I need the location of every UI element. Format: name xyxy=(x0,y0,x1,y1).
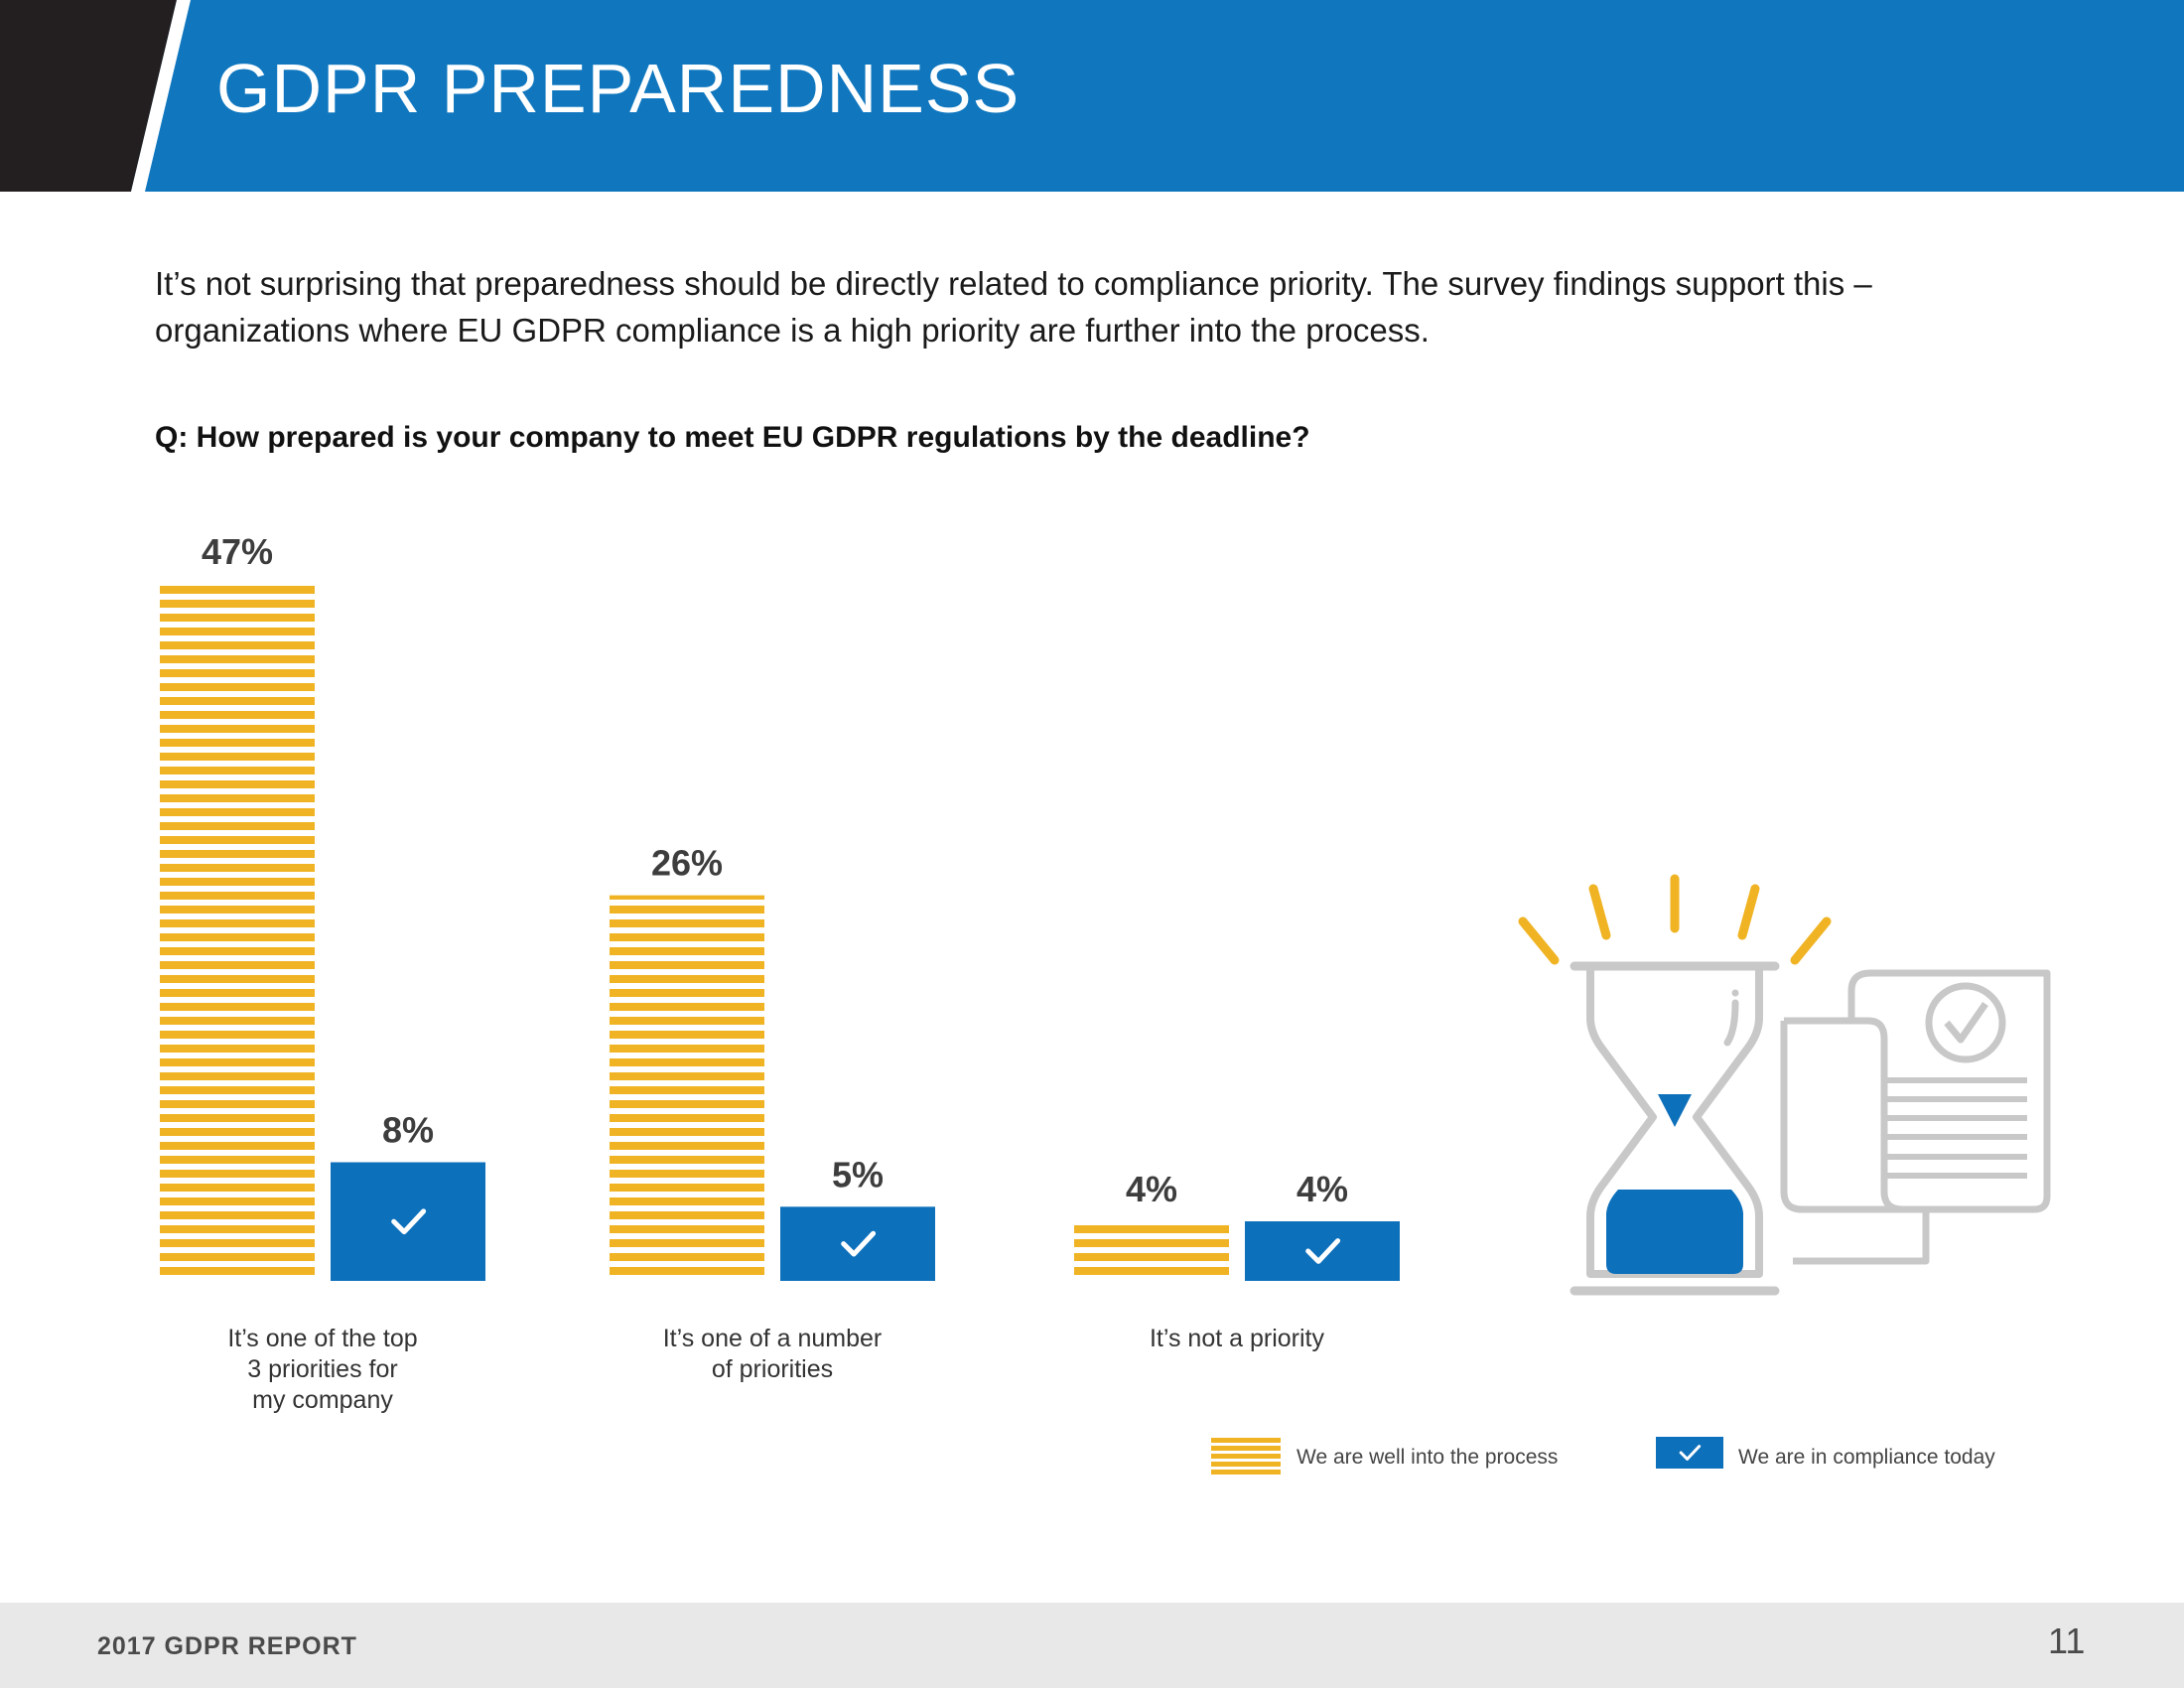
page-title: GDPR PREPAREDNESS xyxy=(216,50,1021,127)
legend-swatch-process xyxy=(1211,1470,1281,1475)
bar-process-1 xyxy=(160,584,315,1281)
legend-swatch-process xyxy=(1211,1438,1281,1443)
category-label: It’s one of a number xyxy=(663,1325,883,1352)
data-label: 8% xyxy=(382,1110,434,1151)
ray-lines xyxy=(1518,874,1832,965)
legend-swatch-process xyxy=(1211,1462,1281,1467)
bar-compliance-3 xyxy=(1245,1221,1400,1281)
check-icon xyxy=(1679,1445,1702,1461)
hourglass-document-icon xyxy=(1518,874,2051,1296)
bar-chart: 47% 8% It’s one of the top 3 priorities for… xyxy=(160,531,1995,1475)
legend-swatch-process xyxy=(1211,1454,1281,1459)
survey-question: Q: How prepared is your company to meet … xyxy=(155,421,1310,454)
document-lines xyxy=(1886,1077,2027,1179)
category-label: It’s not a priority xyxy=(1150,1325,1325,1352)
check-icon xyxy=(391,1208,427,1235)
data-label: 5% xyxy=(832,1154,884,1195)
category-label: It’s one of the top xyxy=(227,1325,417,1352)
category-label: 3 priorities for xyxy=(247,1355,397,1383)
legend-label-compliance: We are in compliance today xyxy=(1738,1446,1995,1469)
intro-paragraph: It’s not surprising that preparedness sh… xyxy=(155,265,1872,349)
hourglass-icon xyxy=(1570,961,1780,1296)
legend-swatch-compliance xyxy=(1656,1437,1723,1469)
page-number: 11 xyxy=(2048,1620,2086,1661)
bar-process-3 xyxy=(1074,1221,1229,1281)
bar-compliance-1 xyxy=(331,1162,485,1281)
data-label: 4% xyxy=(1126,1169,1177,1209)
chart-legend: We are well into the process We are in co… xyxy=(1211,1437,1995,1475)
data-label: 4% xyxy=(1297,1169,1348,1209)
footer-title: 2017 GDPR REPORT xyxy=(97,1632,357,1660)
data-label: 47% xyxy=(202,531,273,572)
bar-process-2 xyxy=(610,895,764,1281)
legend-swatch-process xyxy=(1211,1446,1281,1451)
check-icon xyxy=(841,1230,877,1257)
data-label: 26% xyxy=(651,843,723,884)
header-banner: GDPR PREPAREDNESS xyxy=(0,0,2184,192)
category-label: my company xyxy=(252,1386,393,1414)
footer-bar: 2017 GDPR REPORT 11 xyxy=(0,1603,2184,1688)
check-icon xyxy=(1305,1238,1341,1264)
legend-label-process: We are well into the process xyxy=(1297,1446,1558,1469)
category-label: of priorities xyxy=(712,1355,833,1383)
bar-compliance-2 xyxy=(780,1206,935,1281)
document-icon xyxy=(1780,969,2051,1265)
